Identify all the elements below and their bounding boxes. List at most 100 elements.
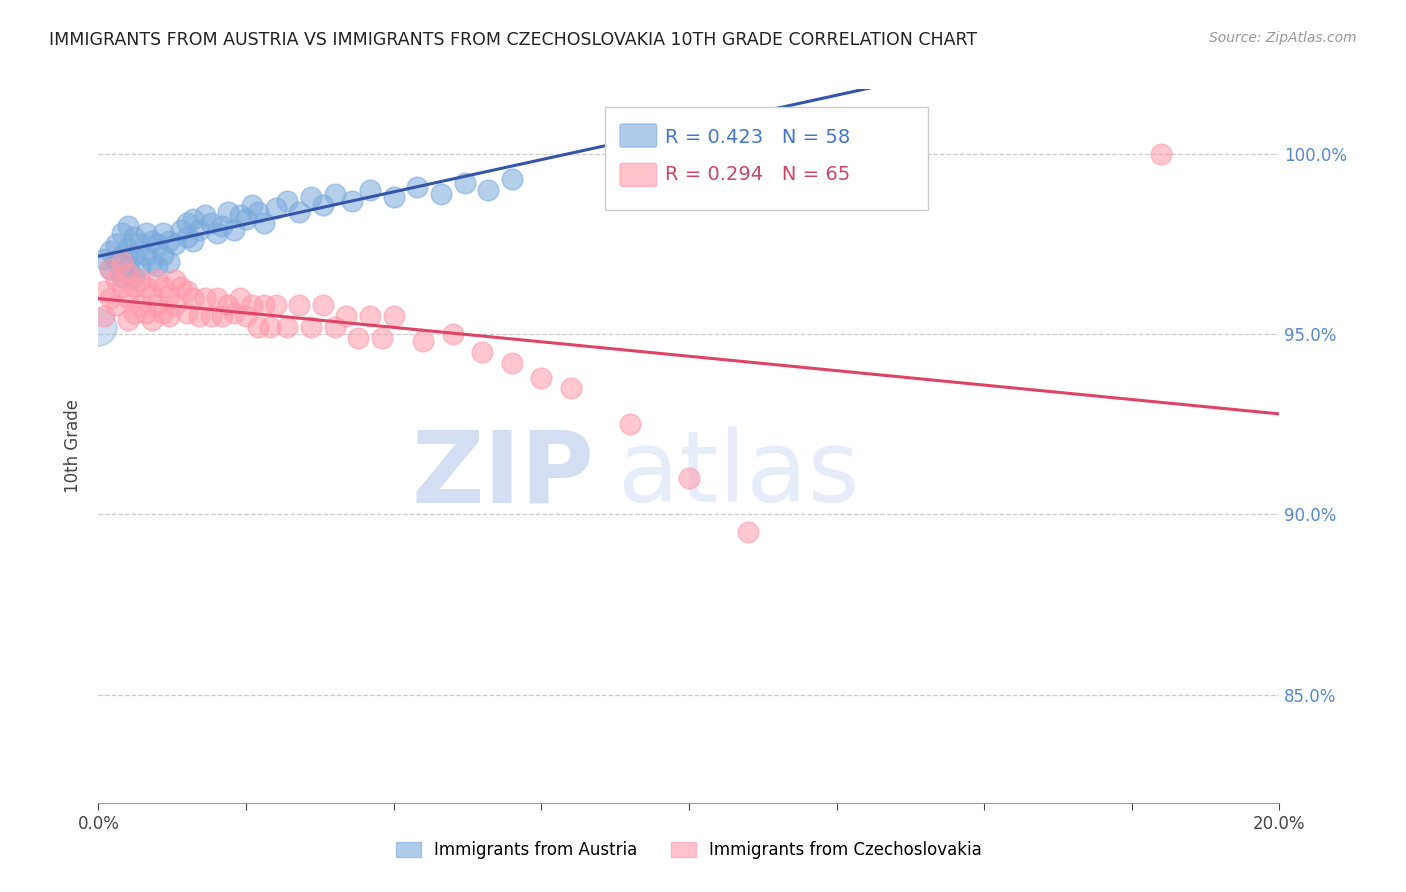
Point [217,298,239,312]
Point [276,194,298,208]
Point [93,252,115,266]
Point [240,197,263,211]
Point [200,215,222,229]
Point [176,230,198,244]
Point [105,237,128,252]
Point [157,255,180,269]
Point [141,313,163,327]
Point [211,219,233,234]
Point [235,211,257,226]
Point [619,417,641,432]
Point [98,291,121,305]
Point [194,291,217,305]
Point [93,284,115,298]
Point [288,204,311,219]
Point [93,310,115,324]
Point [117,266,139,280]
Point [128,298,150,312]
Point [152,306,174,320]
Point [135,280,157,294]
Point [111,269,134,284]
Point [678,471,700,485]
Point [146,237,169,252]
Point [117,241,139,255]
Point [157,234,180,248]
Point [135,227,157,241]
Point [117,219,139,234]
Point [98,244,121,259]
Point [157,287,180,301]
Point [501,356,523,370]
Point [122,269,145,284]
Point [224,306,246,320]
Point [165,298,187,312]
Point [135,306,157,320]
Point [299,320,322,334]
Text: IMMIGRANTS FROM AUSTRIA VS IMMIGRANTS FROM CZECHOSLOVAKIA 10TH GRADE CORRELATION: IMMIGRANTS FROM AUSTRIA VS IMMIGRANTS FR… [49,31,977,49]
Point [152,280,174,294]
Point [323,186,346,201]
Point [128,237,150,252]
Point [229,291,252,305]
Point [253,215,276,229]
Point [430,186,453,201]
Point [194,208,217,222]
Point [501,172,523,186]
Point [181,234,204,248]
Point [205,291,228,305]
Point [412,334,434,349]
Point [157,310,180,324]
Point [111,255,134,269]
Point [165,273,187,287]
Point [205,227,228,241]
Point [276,320,298,334]
Point [152,227,174,241]
Point [259,320,281,334]
Point [117,313,139,327]
Point [146,273,169,287]
Point [111,280,134,294]
Point [128,273,150,287]
Point [288,298,311,312]
Point [98,262,121,277]
Point [105,255,128,269]
Point [382,310,405,324]
Point [117,259,139,273]
Point [122,248,145,262]
Point [122,230,145,244]
Point [560,381,582,395]
Point [98,262,121,277]
Point [246,320,269,334]
Point [312,197,335,211]
Point [359,310,381,324]
Point [105,273,128,287]
Point [122,306,145,320]
Point [359,183,381,197]
Point [176,215,198,229]
Point [264,201,287,215]
Point [117,291,139,305]
Point [146,298,169,312]
Point [87,320,110,334]
Point [737,525,759,540]
Point [187,310,209,324]
Point [176,306,198,320]
Point [453,176,475,190]
Point [181,211,204,226]
Point [240,298,263,312]
Point [246,204,269,219]
Point [170,223,193,237]
Point [235,310,257,324]
Point [111,248,134,262]
Point [224,223,246,237]
Point [217,204,239,219]
Point [477,183,499,197]
Point [211,310,233,324]
Point [135,248,157,262]
Point [165,237,187,252]
Point [382,190,405,204]
Point [146,259,169,273]
Point [299,190,322,204]
Y-axis label: 10th Grade: 10th Grade [65,399,83,493]
Point [176,284,198,298]
